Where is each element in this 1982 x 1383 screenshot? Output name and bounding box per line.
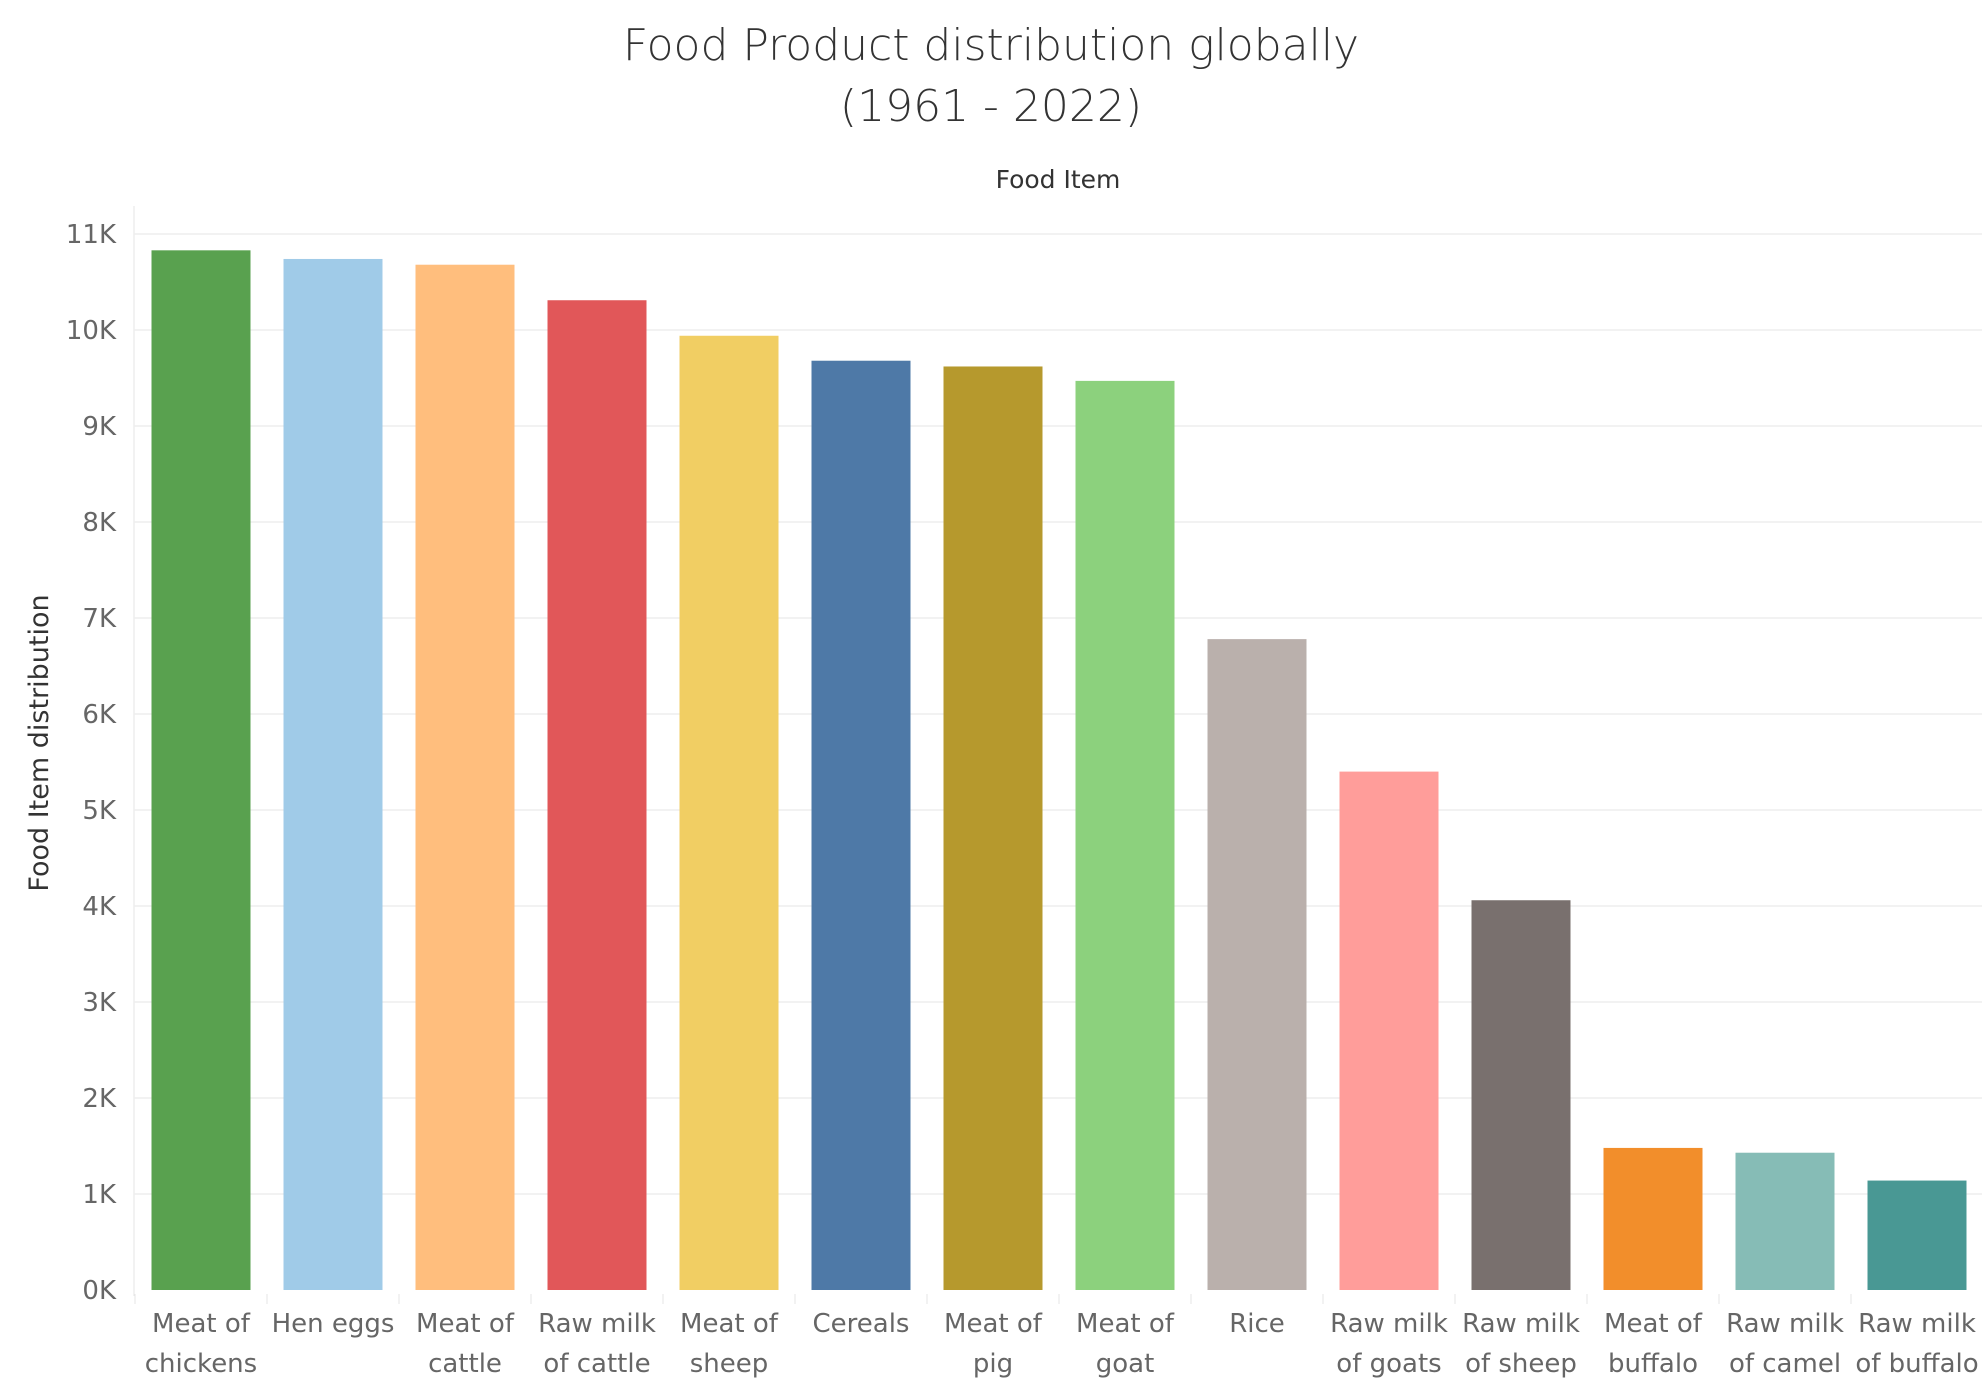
bar [1075,380,1175,1290]
bar [547,300,647,1290]
bars [151,250,1967,1291]
y-tick-label: 4K [82,892,117,922]
bar [1339,771,1439,1290]
y-axis-ticks: 0K 1K 2K 3K 4K 5K 6K 7K 8K 9K 10K 11K [66,220,117,1306]
bar [1471,900,1571,1290]
y-tick-label: 0K [82,1276,117,1306]
x-tick-label: pig [973,1349,1013,1379]
x-tick-label: chickens [145,1349,257,1379]
x-tick-label: Raw milk [1858,1309,1976,1339]
y-tick-label: 1K [82,1180,117,1210]
x-tick-label: Meat of [1604,1309,1703,1339]
bar [1867,1180,1967,1290]
chart-subtitle: (1961 - 2022) [840,81,1142,132]
y-axis-label: Food Item distribution [24,594,55,891]
x-tick-label: Rice [1229,1309,1285,1339]
bar [811,360,911,1291]
x-tick-label: buffalo [1608,1349,1698,1379]
x-tick-label: Meat of [152,1309,251,1339]
bar [283,258,383,1291]
chart-title: Food Product distribution globally [623,20,1359,71]
x-tick-label: Raw milk [1330,1309,1448,1339]
x-tick-label: Meat of [1076,1309,1175,1339]
x-tick-label: of buffalo [1855,1349,1978,1379]
x-tick-label: Raw milk [1726,1309,1844,1339]
bar [151,250,251,1290]
x-tick-label: of goats [1336,1349,1441,1379]
bar [415,264,515,1291]
x-tick-label: cattle [428,1349,502,1379]
x-tick-label: sheep [690,1349,769,1379]
x-tick-label: of camel [1729,1349,1841,1379]
y-tick-label: 2K [82,1084,117,1114]
x-tick-label: Cereals [813,1309,910,1339]
x-tick-label: Raw milk [538,1309,656,1339]
bar [1735,1152,1835,1290]
x-axis-category-labels: Meat of chickens Hen eggs Meat of cattle Raw … [134,1294,1979,1379]
y-tick-label: 9K [82,412,117,442]
y-tick-label: 5K [82,796,117,826]
y-tick-label: 11K [66,220,117,250]
x-tick-label: Meat of [680,1309,779,1339]
x-tick-label: Hen eggs [272,1309,395,1339]
x-tick-label: of cattle [543,1349,650,1379]
y-tick-label: 8K [82,508,117,538]
bar [679,335,779,1290]
y-tick-label: 6K [82,700,117,730]
x-tick-label: of sheep [1465,1349,1577,1379]
bar [943,366,1043,1291]
y-tick-label: 3K [82,988,117,1018]
x-tick-label: Meat of [416,1309,515,1339]
bar [1603,1147,1703,1290]
x-tick-label: Raw milk [1462,1309,1580,1339]
column-header-label: Food Item [996,165,1121,194]
y-tick-label: 7K [82,604,117,634]
x-tick-label: goat [1096,1349,1155,1379]
gridlines [133,206,1982,1296]
x-tick-label: Meat of [944,1309,1043,1339]
y-tick-label: 10K [66,316,117,346]
bar [1207,639,1307,1290]
